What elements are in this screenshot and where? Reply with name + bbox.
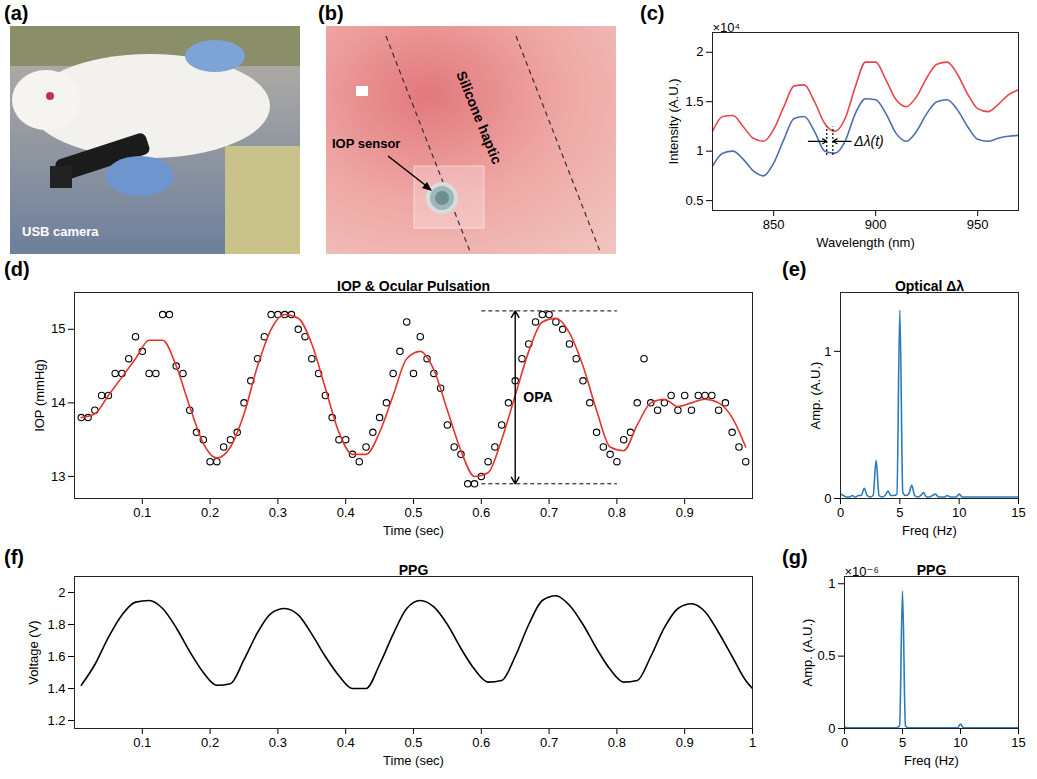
html-text:(d): (d) xyxy=(4,258,30,280)
svg-text:0.3: 0.3 xyxy=(269,735,287,750)
svg-text:IOP & Ocular Pulsation: IOP & Ocular Pulsation xyxy=(337,278,490,294)
svg-text:0.2: 0.2 xyxy=(201,735,219,750)
svg-text:2: 2 xyxy=(696,44,703,59)
html-text:(b): (b) xyxy=(318,2,344,24)
svg-text:IOP (mmHg): IOP (mmHg) xyxy=(32,359,47,432)
svg-text:0.5: 0.5 xyxy=(685,193,703,208)
svg-text:Intensity (A.U.): Intensity (A.U.) xyxy=(666,79,681,165)
svg-text:Optical Δλ: Optical Δλ xyxy=(895,278,964,294)
svg-text:Freq (Hz): Freq (Hz) xyxy=(902,523,957,538)
svg-text:PPG: PPG xyxy=(399,562,429,578)
svg-text:2: 2 xyxy=(58,585,65,600)
svg-text:0: 0 xyxy=(828,721,835,736)
svg-text:950: 950 xyxy=(967,217,989,232)
svg-text:1.4: 1.4 xyxy=(47,681,65,696)
svg-text:Wavelength (nm): Wavelength (nm) xyxy=(816,235,915,250)
svg-text:13: 13 xyxy=(51,469,65,484)
svg-text:5: 5 xyxy=(896,505,903,520)
svg-text:1.2: 1.2 xyxy=(47,713,65,728)
svg-text:IOP sensor: IOP sensor xyxy=(332,136,400,151)
html-text:(g): (g) xyxy=(782,546,808,568)
svg-text:1.6: 1.6 xyxy=(47,649,65,664)
svg-text:OPA: OPA xyxy=(523,389,552,405)
svg-text:0.9: 0.9 xyxy=(676,505,694,520)
svg-text:1: 1 xyxy=(824,344,831,359)
svg-text:Amp. (A.U.): Amp. (A.U.) xyxy=(808,362,823,430)
svg-text:1: 1 xyxy=(696,143,703,158)
svg-text:×10⁻⁶: ×10⁻⁶ xyxy=(845,564,879,579)
svg-text:PPG: PPG xyxy=(917,562,947,578)
svg-text:0.2: 0.2 xyxy=(201,505,219,520)
svg-text:0.1: 0.1 xyxy=(133,505,151,520)
svg-text:0: 0 xyxy=(837,505,844,520)
svg-text:Time (sec): Time (sec) xyxy=(383,523,444,538)
svg-text:10: 10 xyxy=(952,505,966,520)
svg-text:15: 15 xyxy=(1011,735,1025,750)
svg-text:Δλ(t): Δλ(t) xyxy=(853,133,884,149)
svg-text:14: 14 xyxy=(51,395,65,410)
svg-text:0.5: 0.5 xyxy=(404,505,422,520)
svg-text:1.8: 1.8 xyxy=(47,617,65,632)
svg-text:0.8: 0.8 xyxy=(608,735,626,750)
svg-text:0.1: 0.1 xyxy=(133,735,151,750)
svg-text:10: 10 xyxy=(953,735,967,750)
svg-text:900: 900 xyxy=(865,217,887,232)
svg-text:0.9: 0.9 xyxy=(676,735,694,750)
svg-text:Freq (Hz): Freq (Hz) xyxy=(904,753,959,768)
svg-text:15: 15 xyxy=(51,321,65,336)
svg-text:0.4: 0.4 xyxy=(337,735,355,750)
html-text:(c): (c) xyxy=(640,2,665,24)
svg-text:×10⁴: ×10⁴ xyxy=(713,20,741,35)
svg-text:0: 0 xyxy=(841,735,848,750)
html-text:(f): (f) xyxy=(4,546,24,568)
svg-text:0.8: 0.8 xyxy=(608,505,626,520)
svg-text:0.6: 0.6 xyxy=(472,735,490,750)
html-text:(e): (e) xyxy=(782,258,807,280)
svg-text:0.5: 0.5 xyxy=(817,648,835,663)
svg-text:Voltage (V): Voltage (V) xyxy=(26,620,41,684)
svg-text:USB camera: USB camera xyxy=(22,224,99,239)
svg-text:Silicone haptic: Silicone haptic xyxy=(453,69,505,167)
svg-text:0.7: 0.7 xyxy=(540,505,558,520)
svg-text:0: 0 xyxy=(824,491,831,506)
svg-text:Time (sec): Time (sec) xyxy=(383,753,444,768)
svg-text:1: 1 xyxy=(749,735,756,750)
svg-text:15: 15 xyxy=(1011,505,1025,520)
svg-text:0.7: 0.7 xyxy=(540,735,558,750)
svg-text:1: 1 xyxy=(828,576,835,591)
svg-text:850: 850 xyxy=(763,217,785,232)
svg-text:0.3: 0.3 xyxy=(269,505,287,520)
svg-text:1.5: 1.5 xyxy=(685,94,703,109)
svg-text:0.5: 0.5 xyxy=(404,735,422,750)
svg-text:5: 5 xyxy=(899,735,906,750)
html-text:(a): (a) xyxy=(4,2,29,24)
svg-text:0.6: 0.6 xyxy=(472,505,490,520)
svg-text:Amp. (A.U.): Amp. (A.U.) xyxy=(800,619,815,687)
svg-text:0.4: 0.4 xyxy=(337,505,355,520)
